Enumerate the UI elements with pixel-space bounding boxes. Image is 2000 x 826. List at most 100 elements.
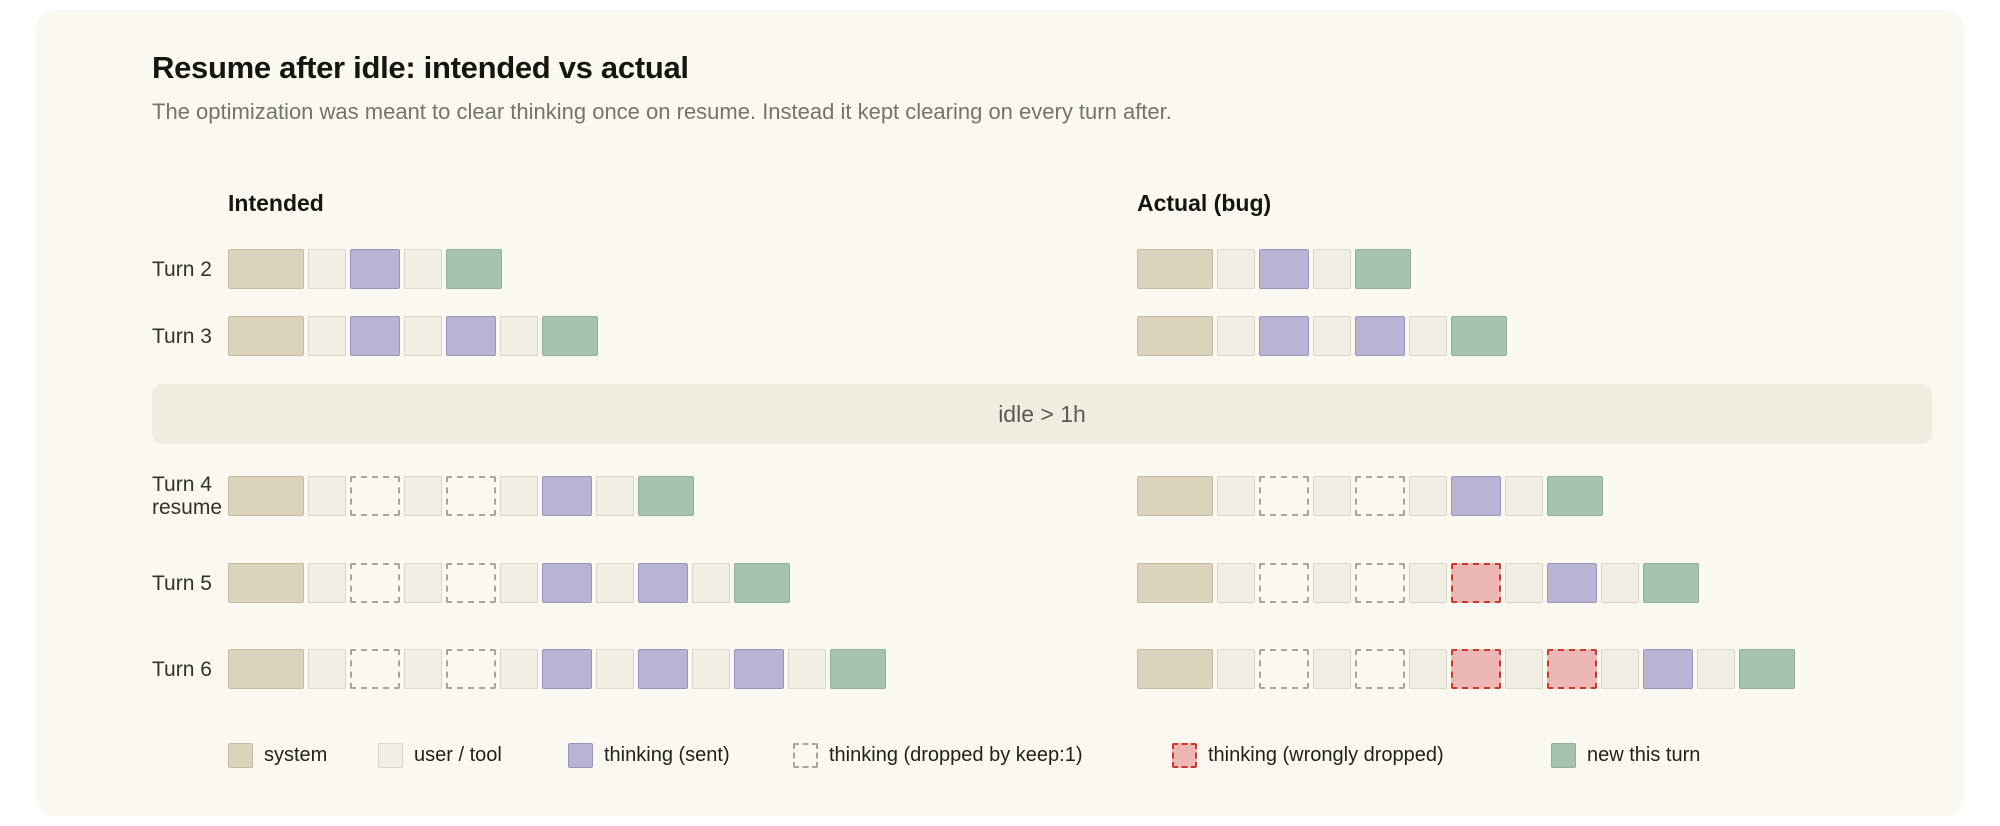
thinking-block (542, 649, 592, 689)
user-block (1313, 316, 1351, 356)
turn-sublabel: resume (152, 496, 223, 519)
turn-row-6: Turn 6 (0, 649, 2000, 689)
system-block (1137, 316, 1213, 356)
user-block (308, 249, 346, 289)
user-block (404, 316, 442, 356)
user-block (1217, 476, 1255, 516)
thinking-block (734, 649, 784, 689)
dropped-block (350, 649, 400, 689)
thinking-block (1451, 476, 1501, 516)
user-block (1217, 249, 1255, 289)
system-block (228, 649, 304, 689)
legend-label: new this turn (1587, 744, 1701, 766)
user-block (596, 476, 634, 516)
wrong-block (1547, 649, 1597, 689)
system-swatch (228, 743, 253, 768)
legend-label: system (264, 744, 328, 766)
user-block (1313, 649, 1351, 689)
user-block (1505, 563, 1543, 603)
thinking-block (1643, 649, 1693, 689)
wrong-block (1451, 563, 1501, 603)
system-block (228, 476, 304, 516)
turn-row-label: Turn 6 (152, 649, 212, 689)
turn-label: Turn 2 (152, 257, 212, 281)
dropped-swatch (793, 743, 818, 768)
user-block (1409, 316, 1447, 356)
user-block (308, 316, 346, 356)
thinking-block (542, 563, 592, 603)
dropped-block (1355, 649, 1405, 689)
turn-row-label: Turn 3 (152, 316, 212, 356)
page-subtitle: The optimization was meant to clear thin… (152, 99, 1172, 124)
column-header-intended: Intended (228, 190, 324, 216)
user-block (500, 316, 538, 356)
system-block (228, 316, 304, 356)
thinking-block (1259, 316, 1309, 356)
turn-4-actual-blocks (1137, 476, 1603, 516)
system-block (1137, 649, 1213, 689)
user-block (1601, 563, 1639, 603)
turn-5-intended-blocks (228, 563, 790, 603)
new-block (1643, 563, 1699, 603)
turn-2-actual-blocks (1137, 249, 1411, 289)
thinking-block (350, 249, 400, 289)
wrong-block (1451, 649, 1501, 689)
legend-label: thinking (wrongly dropped) (1208, 744, 1444, 766)
dropped-block (1259, 563, 1309, 603)
user-block (1409, 476, 1447, 516)
user-block (788, 649, 826, 689)
user-block (596, 649, 634, 689)
system-block (228, 249, 304, 289)
new-block (1547, 476, 1603, 516)
legend-item-wrong: thinking (wrongly dropped) (1172, 743, 1444, 768)
new-block (638, 476, 694, 516)
dropped-block (1355, 476, 1405, 516)
column-header-actual: Actual (bug) (1137, 190, 1272, 216)
user-block (596, 563, 634, 603)
user-block (308, 563, 346, 603)
user-block (1505, 649, 1543, 689)
user-block (1217, 563, 1255, 603)
turn-row-3: Turn 3 (0, 316, 2000, 356)
legend-item-new: new this turn (1551, 743, 1700, 768)
legend-item-dropped: thinking (dropped by keep:1) (793, 743, 1083, 768)
new-block (446, 249, 502, 289)
dropped-block (350, 476, 400, 516)
legend-item-thinking: thinking (sent) (568, 743, 730, 768)
thinking-block (638, 563, 688, 603)
new-block (830, 649, 886, 689)
legend-item-system: system (228, 743, 327, 768)
user-block (1313, 249, 1351, 289)
user-block (404, 476, 442, 516)
user-block (692, 563, 730, 603)
user-block (1217, 649, 1255, 689)
user-block (692, 649, 730, 689)
turn-4-intended-blocks (228, 476, 694, 516)
system-block (1137, 563, 1213, 603)
turn-6-intended-blocks (228, 649, 886, 689)
turn-3-actual-blocks (1137, 316, 1507, 356)
user-block (1697, 649, 1735, 689)
legend-item-user: user / tool (378, 743, 502, 768)
dropped-block (446, 649, 496, 689)
user-block (500, 563, 538, 603)
thinking-block (1355, 316, 1405, 356)
user-block (308, 649, 346, 689)
user-block (404, 649, 442, 689)
dropped-block (446, 476, 496, 516)
legend-label: user / tool (414, 744, 502, 766)
dropped-block (1259, 476, 1309, 516)
turn-6-actual-blocks (1137, 649, 1795, 689)
thinking-block (350, 316, 400, 356)
new-block (1739, 649, 1795, 689)
new-block (542, 316, 598, 356)
turn-5-actual-blocks (1137, 563, 1699, 603)
system-block (1137, 249, 1213, 289)
user-block (1217, 316, 1255, 356)
user-block (1409, 563, 1447, 603)
user-block (500, 649, 538, 689)
turn-2-intended-blocks (228, 249, 502, 289)
dropped-block (1259, 649, 1309, 689)
user-block (500, 476, 538, 516)
